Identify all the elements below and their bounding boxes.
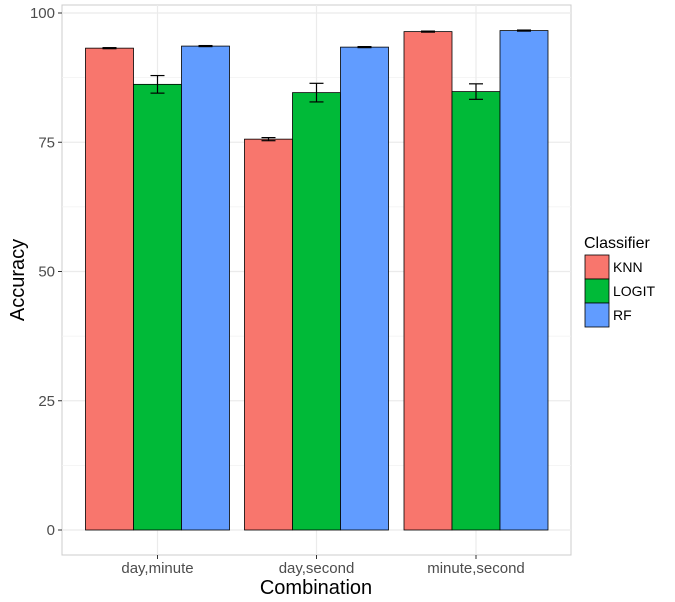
x-axis-ticks: day,minute day,second minute,second xyxy=(121,555,525,577)
error-bar-knn-1 xyxy=(261,136,276,142)
bar-logit-2 xyxy=(451,91,501,531)
y-tick-label: 50 xyxy=(38,264,55,281)
x-tick-label: day,second xyxy=(279,560,355,577)
error-bars xyxy=(102,29,531,142)
error-bar-rf-1 xyxy=(357,46,372,49)
error-bar-logit-0 xyxy=(150,74,165,94)
y-tick-label: 100 xyxy=(30,5,55,22)
bar-knn-2 xyxy=(403,31,453,531)
bar-rf-0 xyxy=(181,45,230,531)
bar-rf-2 xyxy=(499,30,549,531)
x-tick-label: day,minute xyxy=(121,560,193,577)
error-bar-rf-0 xyxy=(198,44,213,48)
bar-knn-1 xyxy=(244,138,293,531)
bar-knn-0 xyxy=(85,47,134,531)
bar-rf-1 xyxy=(340,46,389,531)
legend-label-logit: LOGIT xyxy=(613,283,655,299)
legend-title: Classifier xyxy=(584,235,650,252)
y-tick-label: 25 xyxy=(38,393,55,410)
legend-key-logit xyxy=(584,278,610,304)
y-axis-title: Accuracy xyxy=(7,239,29,321)
bars xyxy=(85,30,549,531)
error-bar-logit-2 xyxy=(469,83,483,100)
y-tick-label: 75 xyxy=(38,134,55,151)
error-bar-rf-2 xyxy=(517,29,531,32)
x-axis-title: Combination xyxy=(260,577,372,599)
bar-logit-1 xyxy=(292,92,341,531)
error-bar-knn-2 xyxy=(421,30,435,33)
legend-key-rf xyxy=(584,302,610,328)
legend-label-rf: RF xyxy=(613,307,632,323)
y-axis-ticks: 0 25 50 75 100 xyxy=(30,5,62,539)
y-tick-label: 0 xyxy=(47,522,55,539)
error-bar-logit-1 xyxy=(309,82,324,103)
legend: Classifier KNN LOGIT RF xyxy=(584,235,655,328)
legend-key-knn xyxy=(584,254,610,280)
error-bar-knn-0 xyxy=(102,47,117,50)
x-tick-label: minute,second xyxy=(427,560,525,577)
bar-logit-0 xyxy=(133,83,182,531)
legend-label-knn: KNN xyxy=(613,259,643,275)
